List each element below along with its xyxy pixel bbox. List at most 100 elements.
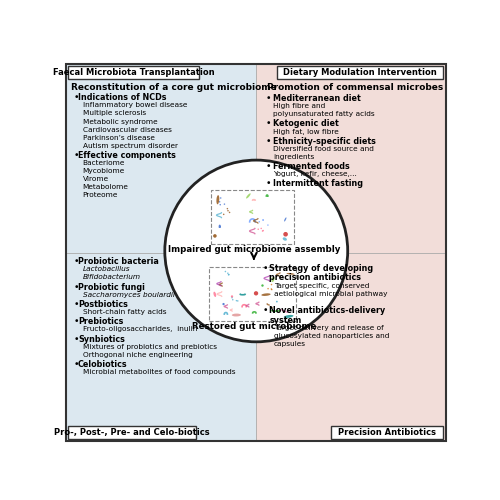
Ellipse shape — [284, 315, 294, 318]
Text: Indications of NCDs: Indications of NCDs — [78, 93, 166, 102]
Text: Effective components: Effective components — [78, 151, 176, 160]
Circle shape — [220, 204, 221, 206]
Circle shape — [220, 197, 222, 199]
Circle shape — [262, 230, 264, 232]
Ellipse shape — [216, 195, 220, 204]
Text: Prebiotics: Prebiotics — [78, 317, 124, 326]
Circle shape — [267, 304, 269, 306]
Bar — [256, 64, 446, 252]
Text: •: • — [74, 93, 79, 102]
Circle shape — [224, 270, 226, 272]
Text: Reconstitution of a core gut microbiome: Reconstitution of a core gut microbiome — [71, 83, 277, 92]
Circle shape — [228, 274, 230, 276]
Text: •: • — [74, 282, 79, 292]
Ellipse shape — [284, 218, 286, 222]
Text: •: • — [266, 94, 271, 103]
Text: Ethnicity-specific diets: Ethnicity-specific diets — [274, 136, 376, 145]
Text: Mycobiome: Mycobiome — [82, 168, 125, 174]
Text: Microbial metabolites of food compounds: Microbial metabolites of food compounds — [82, 369, 235, 375]
FancyBboxPatch shape — [68, 426, 196, 439]
Text: Autism spectrum disorder: Autism spectrum disorder — [82, 143, 178, 149]
FancyBboxPatch shape — [211, 190, 294, 244]
Text: •: • — [266, 180, 271, 188]
Circle shape — [262, 284, 264, 286]
Circle shape — [258, 221, 260, 222]
Text: polyunsaturated fatty acids: polyunsaturated fatty acids — [274, 111, 375, 117]
Circle shape — [231, 296, 233, 298]
Text: Inflammatory bowel disease: Inflammatory bowel disease — [82, 102, 187, 108]
Text: •: • — [266, 120, 271, 128]
Text: High fibre and: High fibre and — [274, 103, 326, 109]
Text: Impaired gut microbiome assembly: Impaired gut microbiome assembly — [168, 245, 340, 254]
Circle shape — [276, 300, 278, 302]
Circle shape — [224, 204, 225, 205]
Text: Metabolic syndrome: Metabolic syndrome — [82, 118, 158, 124]
FancyBboxPatch shape — [331, 426, 444, 439]
Text: Metabolome: Metabolome — [82, 184, 128, 190]
Circle shape — [222, 303, 224, 305]
Circle shape — [165, 160, 348, 342]
Text: Restored gut microbiome: Restored gut microbiome — [192, 322, 316, 331]
Text: Multiple sclerosis: Multiple sclerosis — [82, 110, 146, 116]
Circle shape — [227, 210, 229, 212]
Circle shape — [260, 228, 262, 229]
Ellipse shape — [286, 273, 294, 274]
Text: Ketogenic diet: Ketogenic diet — [274, 120, 339, 128]
FancyBboxPatch shape — [209, 267, 296, 321]
Circle shape — [226, 208, 228, 210]
Text: Bacteriome: Bacteriome — [82, 160, 125, 166]
Circle shape — [232, 297, 233, 298]
Text: •: • — [74, 360, 79, 369]
Ellipse shape — [280, 309, 288, 313]
Text: Synbiotics: Synbiotics — [78, 334, 125, 344]
Circle shape — [262, 219, 264, 220]
Circle shape — [254, 291, 258, 296]
Text: •: • — [262, 306, 268, 316]
Circle shape — [213, 234, 216, 237]
Ellipse shape — [262, 294, 270, 296]
Text: Fermented foods: Fermented foods — [274, 162, 350, 171]
Circle shape — [271, 306, 273, 308]
Text: aetiological microbial pathway: aetiological microbial pathway — [274, 290, 388, 296]
Text: Fructo-oligosaccharides,  inulin: Fructo-oligosaccharides, inulin — [82, 326, 197, 332]
Bar — [256, 252, 446, 441]
Ellipse shape — [272, 276, 274, 282]
Text: Mixtures of probiotics and prebiotics: Mixtures of probiotics and prebiotics — [82, 344, 216, 349]
Text: Pro-, Post-, Pre- and Celo-biotics: Pro-, Post-, Pre- and Celo-biotics — [54, 428, 210, 437]
Text: Dietary Modulation Intervention: Dietary Modulation Intervention — [283, 68, 437, 77]
Text: Promotion of commensal microbes: Promotion of commensal microbes — [267, 83, 443, 92]
Text: Target delivery and release of: Target delivery and release of — [274, 325, 384, 331]
Circle shape — [284, 232, 288, 236]
Text: Probiotic fungi: Probiotic fungi — [78, 282, 145, 292]
Circle shape — [266, 303, 268, 305]
Circle shape — [219, 201, 220, 202]
Text: Lactobacillus: Lactobacillus — [82, 266, 130, 272]
FancyBboxPatch shape — [68, 66, 198, 79]
Text: Probiotic bacteria: Probiotic bacteria — [78, 257, 159, 266]
Text: Mediterranean diet: Mediterranean diet — [274, 94, 361, 103]
Text: system: system — [270, 316, 302, 324]
Ellipse shape — [214, 292, 216, 297]
Circle shape — [227, 272, 228, 274]
Text: Parkinson’s disease: Parkinson’s disease — [82, 134, 154, 140]
Circle shape — [270, 284, 272, 286]
Text: Faecal Microbiota Transplantation: Faecal Microbiota Transplantation — [52, 68, 214, 77]
Circle shape — [232, 299, 234, 300]
Text: •: • — [74, 334, 79, 344]
Text: Celobiotics: Celobiotics — [78, 360, 128, 369]
Circle shape — [271, 289, 272, 290]
Text: Target specific, conserved: Target specific, conserved — [274, 282, 370, 288]
Text: Novel antibiotics-delivery: Novel antibiotics-delivery — [270, 306, 386, 316]
Circle shape — [262, 230, 264, 232]
Text: Intermittent fasting: Intermittent fasting — [274, 180, 364, 188]
Text: Saccharomyces boulardii: Saccharomyces boulardii — [82, 292, 174, 298]
Text: •: • — [74, 257, 79, 266]
Text: •: • — [74, 300, 79, 309]
FancyBboxPatch shape — [277, 66, 444, 79]
Circle shape — [228, 274, 230, 276]
Circle shape — [268, 288, 269, 290]
Text: High fat, low fibre: High fat, low fibre — [274, 128, 339, 134]
Circle shape — [236, 300, 237, 302]
Text: Strategy of developing: Strategy of developing — [270, 264, 374, 273]
Text: Orthogonal niche engineering: Orthogonal niche engineering — [82, 352, 192, 358]
